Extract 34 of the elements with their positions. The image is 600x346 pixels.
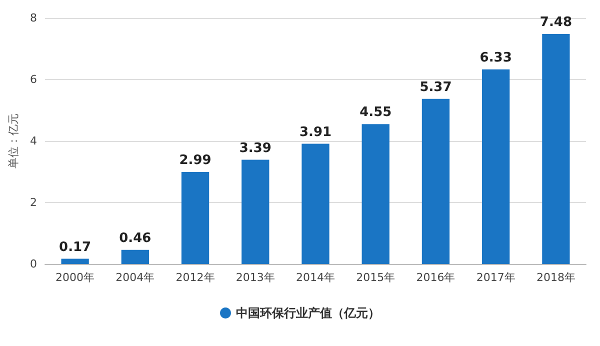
- bar: [482, 69, 510, 264]
- x-tick-label: 2016年: [416, 271, 456, 284]
- bar: [542, 34, 570, 264]
- x-tick-label: 2015年: [356, 271, 396, 284]
- y-tick-label: 4: [30, 134, 37, 148]
- data-label: 0.46: [119, 230, 152, 246]
- y-tick-label: 8: [30, 12, 37, 24]
- y-tick-label: 6: [30, 73, 37, 86]
- data-label: 5.37: [420, 80, 452, 95]
- x-tick-label: 2014年: [296, 271, 335, 284]
- bar: [422, 98, 450, 264]
- data-label: 2.99: [179, 153, 212, 168]
- x-tick-label: 2000年: [56, 271, 95, 284]
- bar: [121, 250, 149, 264]
- x-tick-label: 2004年: [116, 271, 155, 284]
- data-label: 4.55: [360, 105, 392, 120]
- data-label: 3.91: [299, 124, 332, 140]
- bar: [302, 144, 330, 264]
- legend-label: 中国环保行业产值（亿元）: [236, 306, 380, 320]
- y-axis-title: 单位：亿元: [7, 114, 20, 168]
- data-label: 0.17: [59, 240, 92, 255]
- bar: [362, 124, 390, 264]
- data-label: 7.48: [540, 14, 572, 30]
- bar: [61, 258, 89, 264]
- y-tick-label: 0: [30, 258, 37, 270]
- x-tick-label: 2013年: [236, 271, 275, 284]
- data-label: 3.39: [239, 140, 272, 156]
- x-tick-label: 2017年: [476, 271, 516, 284]
- bar: [242, 160, 270, 264]
- y-tick-label: 2: [30, 196, 37, 209]
- bar: [181, 172, 210, 264]
- x-tick-label: 2012年: [176, 271, 215, 284]
- data-label: 6.33: [480, 50, 512, 66]
- x-tick-label: 2018年: [536, 271, 576, 284]
